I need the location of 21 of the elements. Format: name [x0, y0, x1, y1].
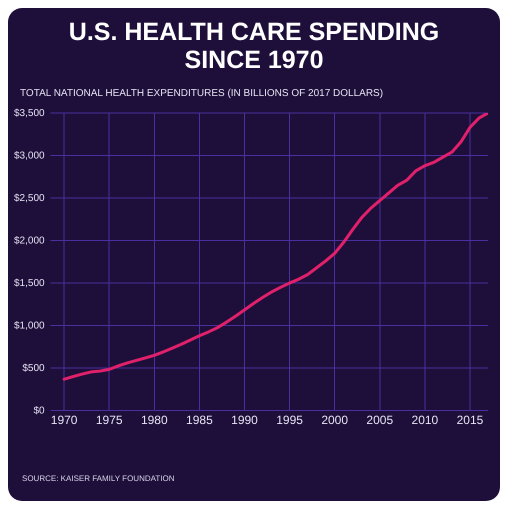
y-tick-label: $1,500: [14, 278, 46, 289]
x-tick-label: 2005: [366, 413, 394, 428]
x-tick-label: 1970: [50, 413, 78, 428]
y-tick-label: $1,000: [14, 320, 46, 332]
x-tick-label: 1980: [140, 413, 168, 428]
chart-title: U.S. HEALTH CARE SPENDING SINCE 1970: [68, 17, 440, 74]
x-tick-label: 1990: [231, 413, 258, 428]
x-tick-label: 2000: [321, 413, 348, 428]
x-tick-label: 2015: [456, 413, 484, 428]
x-tick-label: 2010: [412, 413, 439, 428]
y-tick-label: $2,000: [14, 235, 46, 246]
x-tick-label: 1985: [186, 413, 214, 428]
y-tick-label: $3,500: [14, 108, 46, 119]
y-tick-label: $2,500: [14, 192, 46, 204]
y-tick-label: $0: [33, 405, 46, 416]
y-tick-label: $500: [22, 362, 46, 374]
chart-subtitle: TOTAL NATIONAL HEALTH EXPENDITURES (IN BILLIONS OF 2017 DOLLARS): [20, 88, 384, 99]
source-note: SOURCE: KAISER FAMILY FOUNDATION: [22, 474, 174, 483]
x-tick-label: 1975: [96, 413, 123, 428]
y-tick-label: $3,000: [14, 150, 46, 162]
x-tick-label: 1995: [276, 413, 304, 428]
